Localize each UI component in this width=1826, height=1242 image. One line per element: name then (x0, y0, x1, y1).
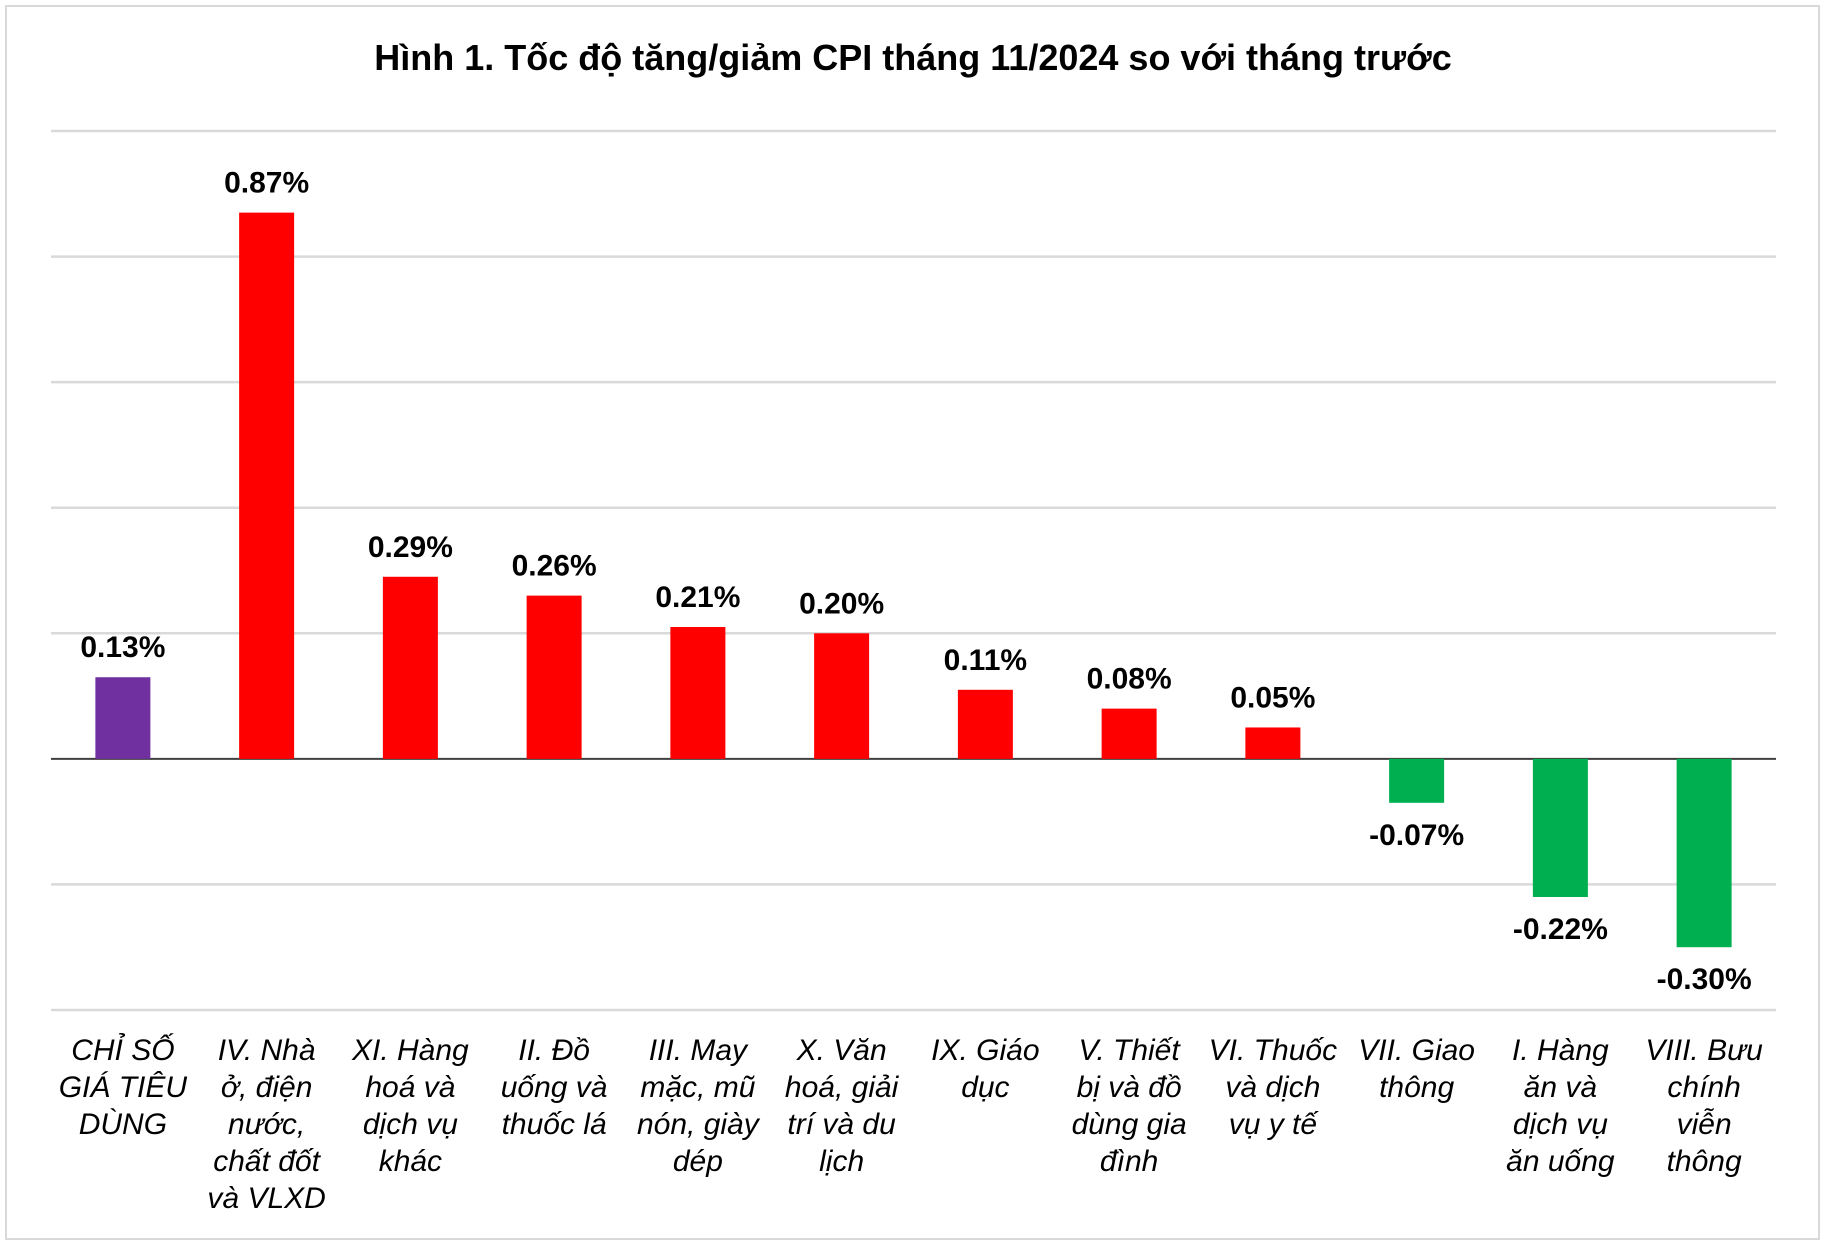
category-label: XI. Hàng hoá và dịch vụ khác (351, 1034, 469, 1178)
data-label: 0.11% (944, 644, 1027, 677)
bar (1676, 758, 1732, 948)
data-label: 0.26% (512, 550, 597, 583)
category-label: VIII. Bưu chính viễn thông (1645, 1034, 1763, 1178)
data-label: -0.30% (1657, 963, 1752, 996)
data-label: 0.21% (655, 581, 740, 614)
category-label: I. Hàng ăn và dịch vụ ăn uống (1506, 1034, 1615, 1178)
category-label: II. Đồ uống và thuốc lá (501, 1034, 608, 1141)
data-label: 0.87% (224, 167, 309, 200)
bar (526, 595, 582, 759)
data-label: 0.29% (368, 531, 453, 564)
category-label: VI. Thuốc và dịch vụ y tế (1209, 1034, 1337, 1141)
data-label: 0.13% (80, 631, 165, 664)
data-label: -0.22% (1513, 913, 1608, 946)
bar (957, 689, 1013, 759)
category-label: III. May mặc, mũ nón, giày dép (637, 1034, 761, 1178)
bar (814, 633, 870, 759)
category-label: IV. Nhà ở, điện nước, chất đốt và VLXD (207, 1034, 325, 1215)
bar (239, 212, 295, 759)
bar (95, 677, 151, 759)
bar (1101, 708, 1157, 759)
data-label: 0.05% (1230, 681, 1315, 714)
category-label: V. Thiết bị và đồ dùng gia đình (1072, 1034, 1187, 1178)
bar (670, 627, 726, 759)
category-label: VII. Giao thông (1358, 1034, 1475, 1104)
data-label: 0.20% (799, 587, 884, 620)
bar (1245, 727, 1301, 759)
category-label: IX. Giáo dục (931, 1034, 1039, 1104)
bar (1389, 758, 1445, 803)
category-label: X. Văn hoá, giải trí và du lịch (785, 1034, 900, 1178)
bar (1532, 758, 1588, 897)
data-label: 0.08% (1087, 663, 1172, 696)
bar (382, 576, 438, 759)
chart-border (5, 5, 1820, 1240)
chart-title: Hình 1. Tốc độ tăng/giảm CPI tháng 11/20… (374, 37, 1451, 78)
data-label: -0.07% (1369, 819, 1464, 852)
category-label: CHỈ SỐ GIÁ TIÊU DÙNG (59, 1033, 188, 1141)
